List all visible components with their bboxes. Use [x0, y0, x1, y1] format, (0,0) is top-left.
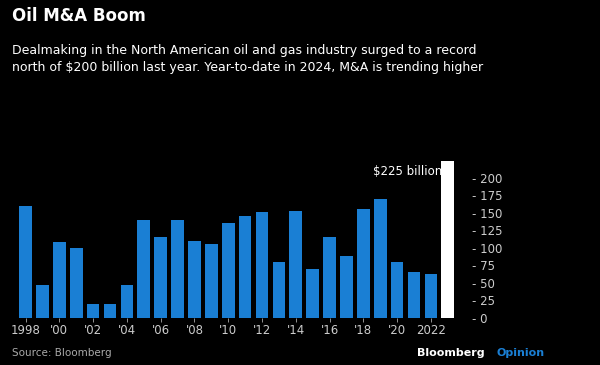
- Bar: [442, 161, 454, 318]
- Bar: [306, 269, 319, 318]
- Bar: [323, 237, 336, 318]
- Bar: [357, 210, 370, 318]
- Bar: [425, 274, 437, 318]
- Bar: [121, 285, 133, 318]
- Bar: [36, 285, 49, 318]
- Bar: [19, 206, 32, 318]
- Bar: [289, 211, 302, 318]
- Bar: [188, 241, 201, 318]
- Text: Source: Bloomberg: Source: Bloomberg: [12, 348, 112, 358]
- Bar: [154, 237, 167, 318]
- Bar: [171, 220, 184, 318]
- Bar: [272, 262, 285, 318]
- Bar: [70, 248, 83, 318]
- Bar: [87, 304, 100, 318]
- Bar: [222, 223, 235, 318]
- Bar: [374, 199, 386, 318]
- Text: $225 billion: $225 billion: [373, 165, 443, 178]
- Text: Dealmaking in the North American oil and gas industry surged to a record
north o: Dealmaking in the North American oil and…: [12, 44, 483, 74]
- Bar: [340, 256, 353, 318]
- Bar: [53, 242, 65, 318]
- Bar: [137, 220, 150, 318]
- Text: Oil M&A Boom: Oil M&A Boom: [12, 7, 146, 25]
- Text: Bloomberg: Bloomberg: [417, 348, 488, 358]
- Text: Opinion: Opinion: [496, 348, 544, 358]
- Bar: [104, 304, 116, 318]
- Bar: [407, 272, 420, 318]
- Bar: [256, 212, 268, 318]
- Bar: [391, 262, 403, 318]
- Bar: [205, 244, 218, 318]
- Bar: [239, 216, 251, 318]
